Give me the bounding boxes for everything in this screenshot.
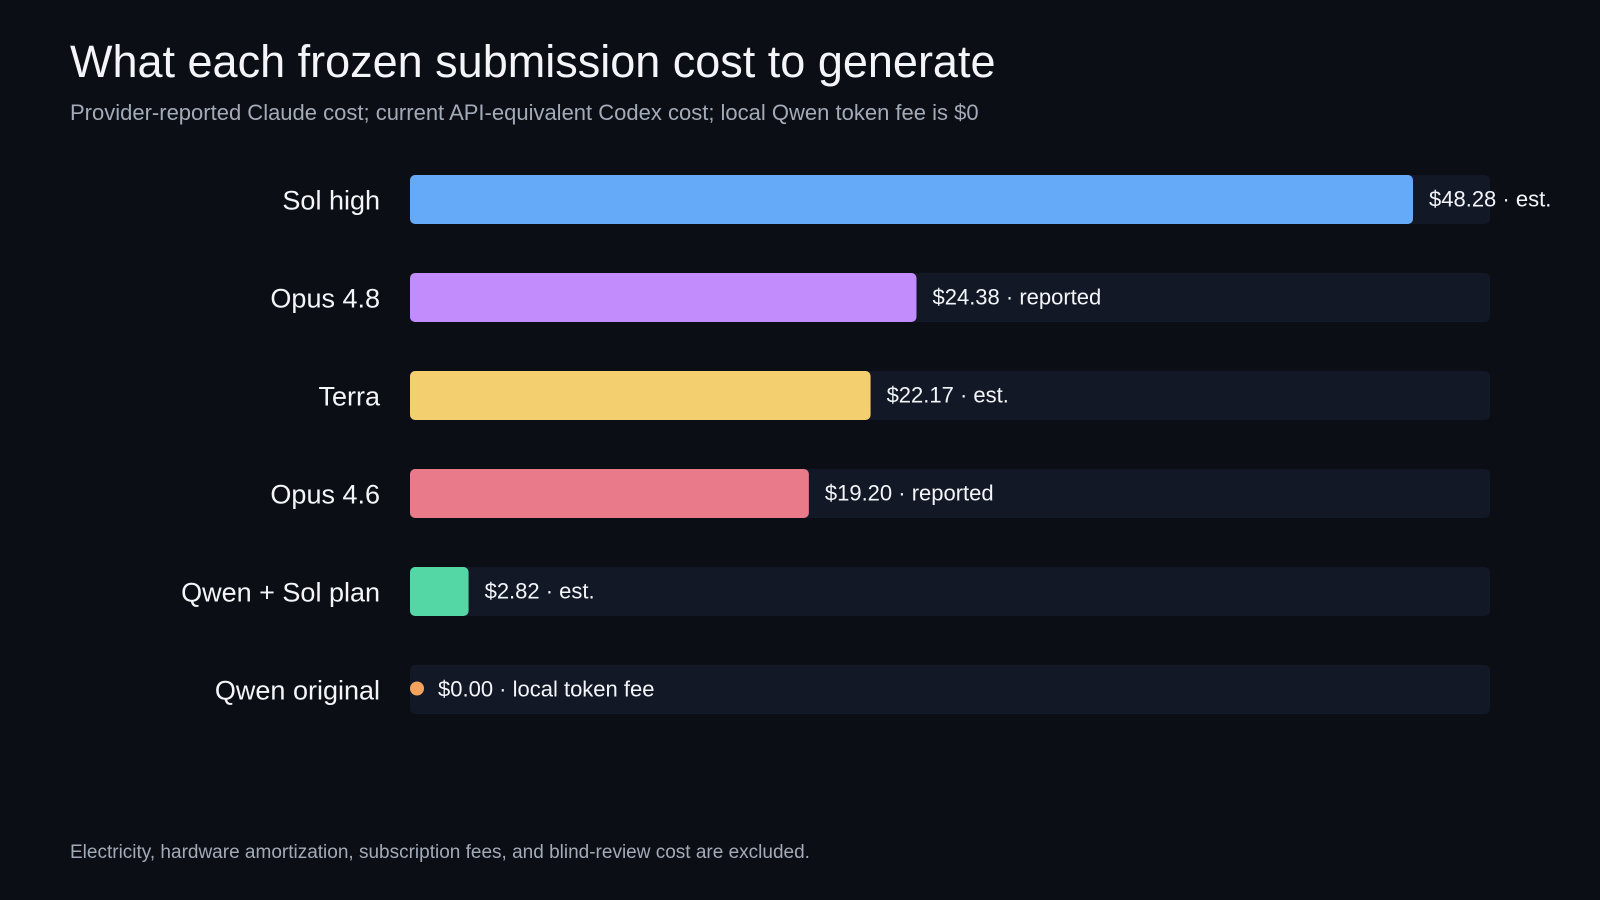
category-label: Sol high — [282, 186, 380, 216]
chart-footnote: Electricity, hardware amortization, subs… — [70, 842, 810, 863]
value-label: $19.20 · reported — [825, 481, 994, 506]
value-label: $48.28 · est. — [1429, 187, 1551, 212]
category-label: Qwen + Sol plan — [181, 578, 380, 608]
category-label: Qwen original — [215, 676, 380, 706]
zero-value-marker — [410, 681, 424, 696]
category-label: Opus 4.6 — [270, 480, 380, 510]
value-label: $2.82 · est. — [485, 579, 595, 604]
value-label: $24.38 · reported — [932, 285, 1101, 310]
bar-track — [410, 567, 1490, 616]
bar — [410, 469, 809, 518]
bar-track — [410, 665, 1490, 714]
value-label: $0.00 · local token fee — [438, 677, 654, 702]
value-label: $22.17 · est. — [887, 383, 1009, 408]
category-label: Terra — [318, 382, 380, 412]
bar — [410, 273, 917, 322]
category-label: Opus 4.8 — [270, 284, 380, 314]
bar — [410, 175, 1413, 224]
chart-subtitle: Provider-reported Claude cost; current A… — [70, 100, 979, 125]
bar — [410, 567, 469, 616]
bar — [410, 371, 871, 420]
chart-title: What each frozen submission cost to gene… — [70, 36, 996, 87]
